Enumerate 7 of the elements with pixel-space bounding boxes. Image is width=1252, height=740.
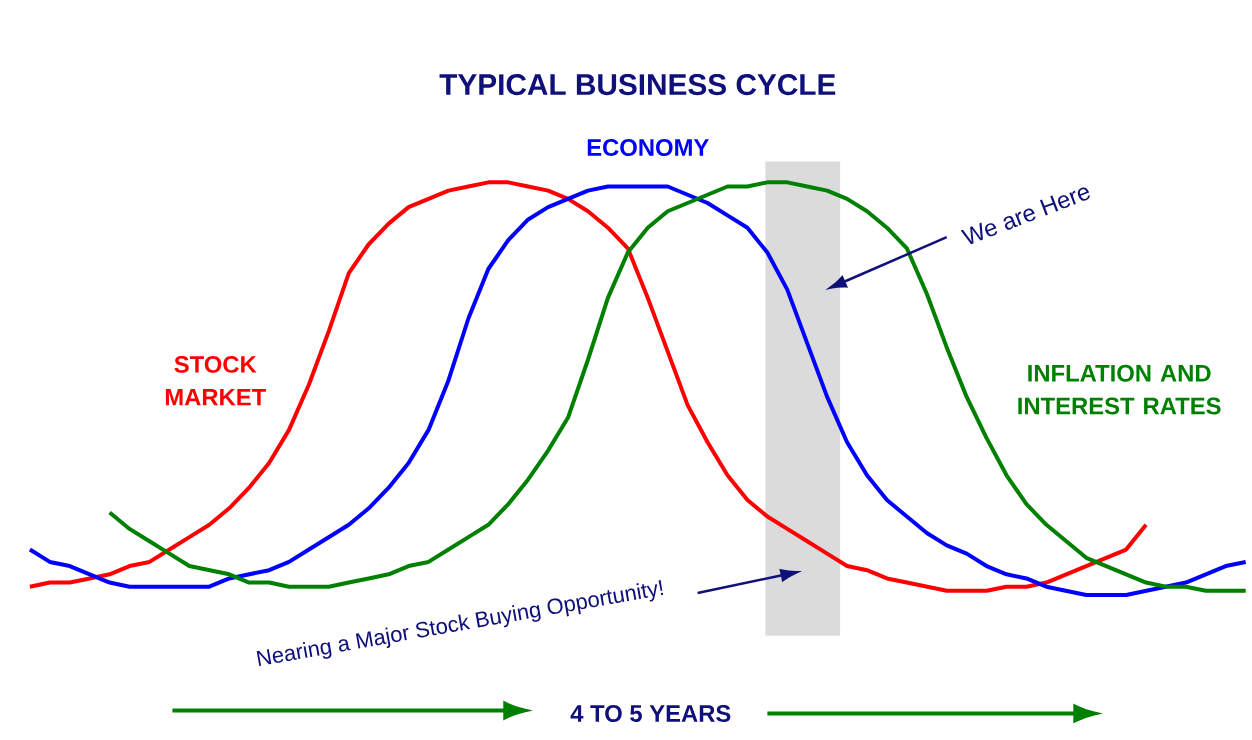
- annotation: Nearing a Major Stock Buying Opportunity!: [256, 579, 664, 666]
- series-label: STOCK MARKET: [165, 355, 266, 406]
- series-label: ECONOMY: [587, 138, 709, 156]
- annotation: We are Here: [960, 187, 1090, 244]
- text: 4 TO 5 YEARS: [570, 704, 731, 722]
- series-label: INFLATION AND INTEREST RATES: [1018, 364, 1221, 415]
- chart-title: TYPICAL BUSINESS CYCLE: [439, 73, 836, 95]
